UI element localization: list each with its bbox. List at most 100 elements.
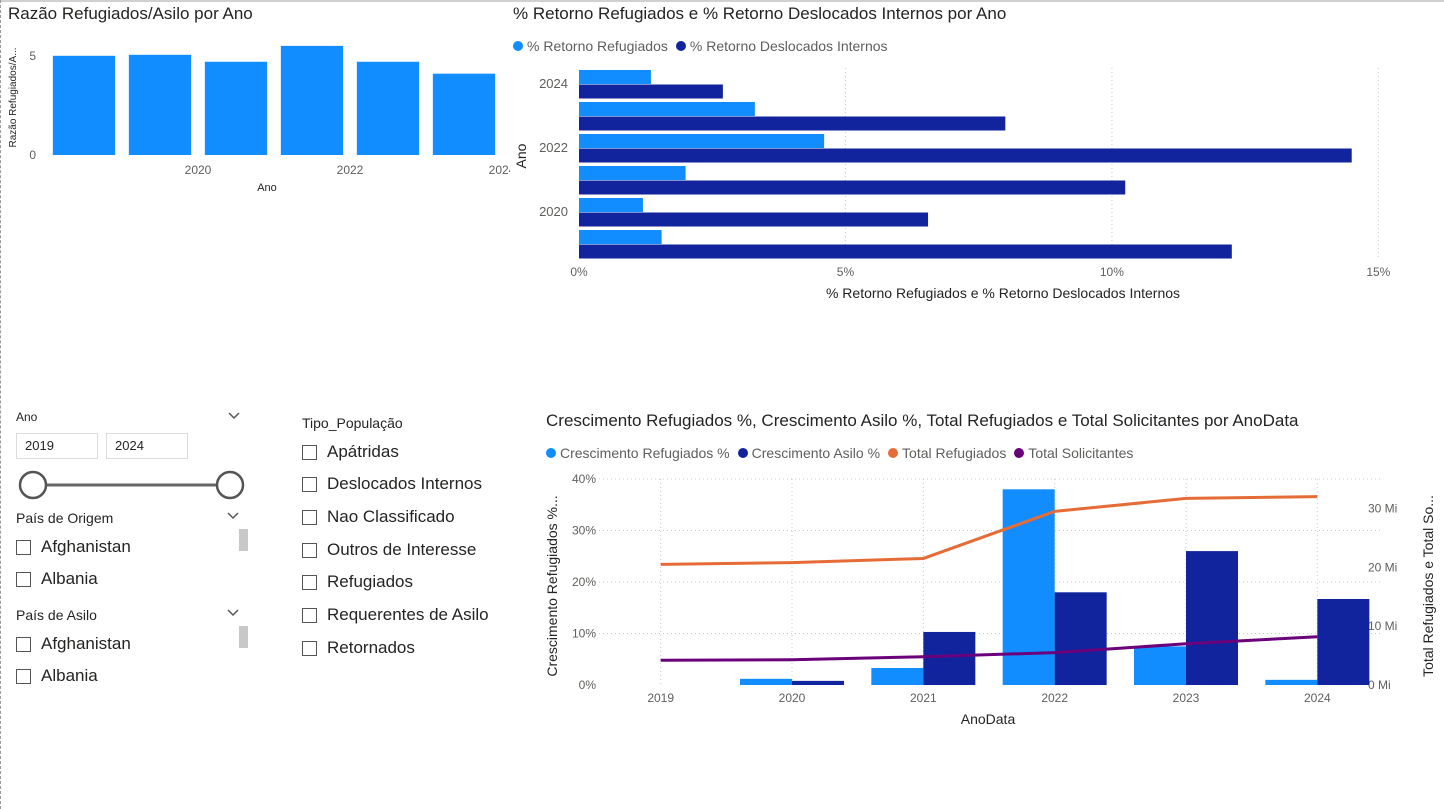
chart2-xtick-label: 15% [1366,265,1390,279]
chart3-legend-item-total-solicitantes[interactable]: Total Solicitantes [1014,445,1133,461]
chart1-xtick-label: 2022 [337,163,364,177]
slicer-origem-item-0[interactable]: Afghanistan [16,537,131,557]
checkbox-icon[interactable] [16,571,31,587]
chart2-ytick-label: 2024 [539,76,568,91]
chart2-retorno-bar-chart[interactable]: 2024 2022 2020 0% 5% 10% 15% % Retorno Refugiad… [505,60,1444,310]
checkbox-icon[interactable] [302,640,317,656]
chart1-bar [128,54,192,155]
slicer-asilo-item-0[interactable]: Afghanistan [16,634,131,654]
slicer-ano-range-slider[interactable] [16,468,248,502]
slicer-item-label: Albania [41,666,98,685]
chart2-bar-refugiados [579,134,825,148]
checkbox-icon[interactable] [302,574,317,590]
slicer-asilo-title: País de Asilo [16,607,97,623]
chart3-bar-cresc-asilo [923,631,976,685]
chart2-legend-item-deslocados[interactable]: % Retorno Deslocados Internos [675,38,888,54]
chart2-ytick-label: 2022 [539,140,568,155]
chart1-y-axis-title: Razão Refugiados/A... [8,47,19,147]
checkbox-icon[interactable] [16,668,31,684]
slicer-item-label: Outros de Interesse [327,540,477,559]
chevron-down-icon[interactable] [226,606,240,620]
chart1-ytick-label: 0 [29,148,36,162]
slicer-origem-scrollbar[interactable] [239,529,248,551]
checkbox-icon[interactable] [302,542,317,558]
chart3-legend-item-cresc-refugiados[interactable]: Crescimento Refugiados % [546,445,730,461]
chart2-bar-deslocados [579,116,1006,131]
chart3-xtick-label: 2021 [910,691,937,705]
slicer-origem-title: País de Origem [16,510,114,526]
chart3-title: Crescimento Refugiados %, Crescimento As… [546,411,1299,430]
slicer-tipo-item-2[interactable]: Nao Classificado [302,507,455,527]
chart1-bar [432,73,496,155]
chart1-x-axis-title: Ano [257,182,277,194]
slicer-tipo-item-1[interactable]: Deslocados Internos [302,474,482,494]
legend-dot-icon [1014,448,1025,458]
chart2-legend-item-refugiados[interactable]: % Retorno Refugiados [513,38,668,54]
chart1-xtick-label: 2024 [489,163,510,177]
chart2-bar-deslocados [579,212,929,227]
top-border [0,0,1444,2]
chart3-legend: Crescimento Refugiados % Crescimento Asi… [546,445,1141,461]
slicer-origem-item-1[interactable]: Albania [16,569,98,589]
chart3-legend-item-total-refugiados[interactable]: Total Refugiados [888,445,1006,461]
slicer-item-label: Nao Classificado [327,507,455,526]
chart2-ytick-label: 2020 [539,204,568,219]
chart3-ytick-right: 0 Mi [1368,678,1391,692]
chart3-bar-cresc-refugiados [1134,646,1186,685]
checkbox-icon[interactable] [302,476,317,492]
chevron-down-icon[interactable] [226,509,240,523]
legend-dot-icon [888,448,899,458]
chart3-y-axis-title-right: Total Refugiados e Total So... [1420,495,1436,677]
checkbox-icon[interactable] [16,539,31,555]
chart3-bar-cresc-refugiados [740,678,792,685]
slicer-tipo-item-0[interactable]: Apátridas [302,442,399,462]
chart2-x-axis-title: % Retorno Refugiados e % Retorno Desloca… [826,285,1180,301]
chart1-ratio-bar-chart[interactable]: 0 5 2020 2022 2024 Ano Razão Refugiados/A... [0,30,510,200]
slicer-ano-to-input[interactable]: 2024 [106,433,188,459]
chart2-xtick-label: 0% [570,265,588,279]
checkbox-icon[interactable] [302,607,317,623]
legend-label: Crescimento Refugiados % [560,445,730,461]
chart2-xtick-label: 10% [1100,265,1124,279]
slicer-tipo-item-5[interactable]: Requerentes de Asilo [302,605,489,625]
legend-dot-icon [546,448,556,458]
chart3-combo-chart[interactable]: 0% 10% 20% 30% 40% 0 Mi 10 Mi 20 Mi 30 Mi 2019 202… [540,465,1444,735]
checkbox-icon[interactable] [16,636,31,652]
chart3-ytick-right: 30 Mi [1368,501,1397,515]
chart3-ytick-left: 0% [579,678,597,692]
chart3-ytick-left: 10% [572,627,596,641]
chart3-bar-cresc-refugiados [1002,489,1055,685]
slicer-item-label: Afghanistan [41,537,131,556]
slicer-tipo-item-6[interactable]: Retornados [302,638,415,658]
checkbox-icon[interactable] [302,509,317,525]
chart3-bar-cresc-refugiados [1265,679,1318,685]
chart3-bar-cresc-refugiados [871,668,924,685]
slider-handle-start[interactable] [18,470,48,500]
chart1-bar [280,45,344,155]
slicer-tipo-item-4[interactable]: Refugiados [302,572,413,592]
chart3-bar-cresc-asilo [792,680,844,685]
chart2-bar-refugiados [579,166,686,180]
slicer-item-label: Requerentes de Asilo [327,605,489,624]
chart3-legend-item-cresc-asilo[interactable]: Crescimento Asilo % [737,445,880,461]
chart1-bar [52,55,116,155]
chart3-ytick-right: 10 Mi [1368,619,1397,633]
slicer-ano-from-input[interactable]: 2019 [16,433,98,459]
chart2-xtick-label: 5% [837,265,855,279]
chart3-xtick-label: 2020 [779,691,806,705]
legend-dot-icon [675,41,686,51]
legend-label: Total Refugiados [902,445,1007,461]
chart3-ytick-left: 40% [572,472,596,486]
chart1-title: Razão Refugiados/Asilo por Ano [8,4,253,23]
chevron-down-icon[interactable] [227,409,241,423]
checkbox-icon[interactable] [302,444,317,460]
slider-handle-end[interactable] [215,470,245,500]
slicer-tipo-item-3[interactable]: Outros de Interesse [302,540,476,560]
chart3-x-axis-title: AnoData [961,711,1016,727]
chart2-legend: % Retorno Refugiados % Retorno Deslocado… [513,38,896,54]
slicer-item-label: Refugiados [327,572,414,591]
chart2-bar-refugiados [579,198,643,212]
chart3-xtick-label: 2024 [1304,691,1331,705]
slicer-asilo-item-1[interactable]: Albania [16,666,98,686]
slicer-asilo-scrollbar[interactable] [239,626,248,648]
